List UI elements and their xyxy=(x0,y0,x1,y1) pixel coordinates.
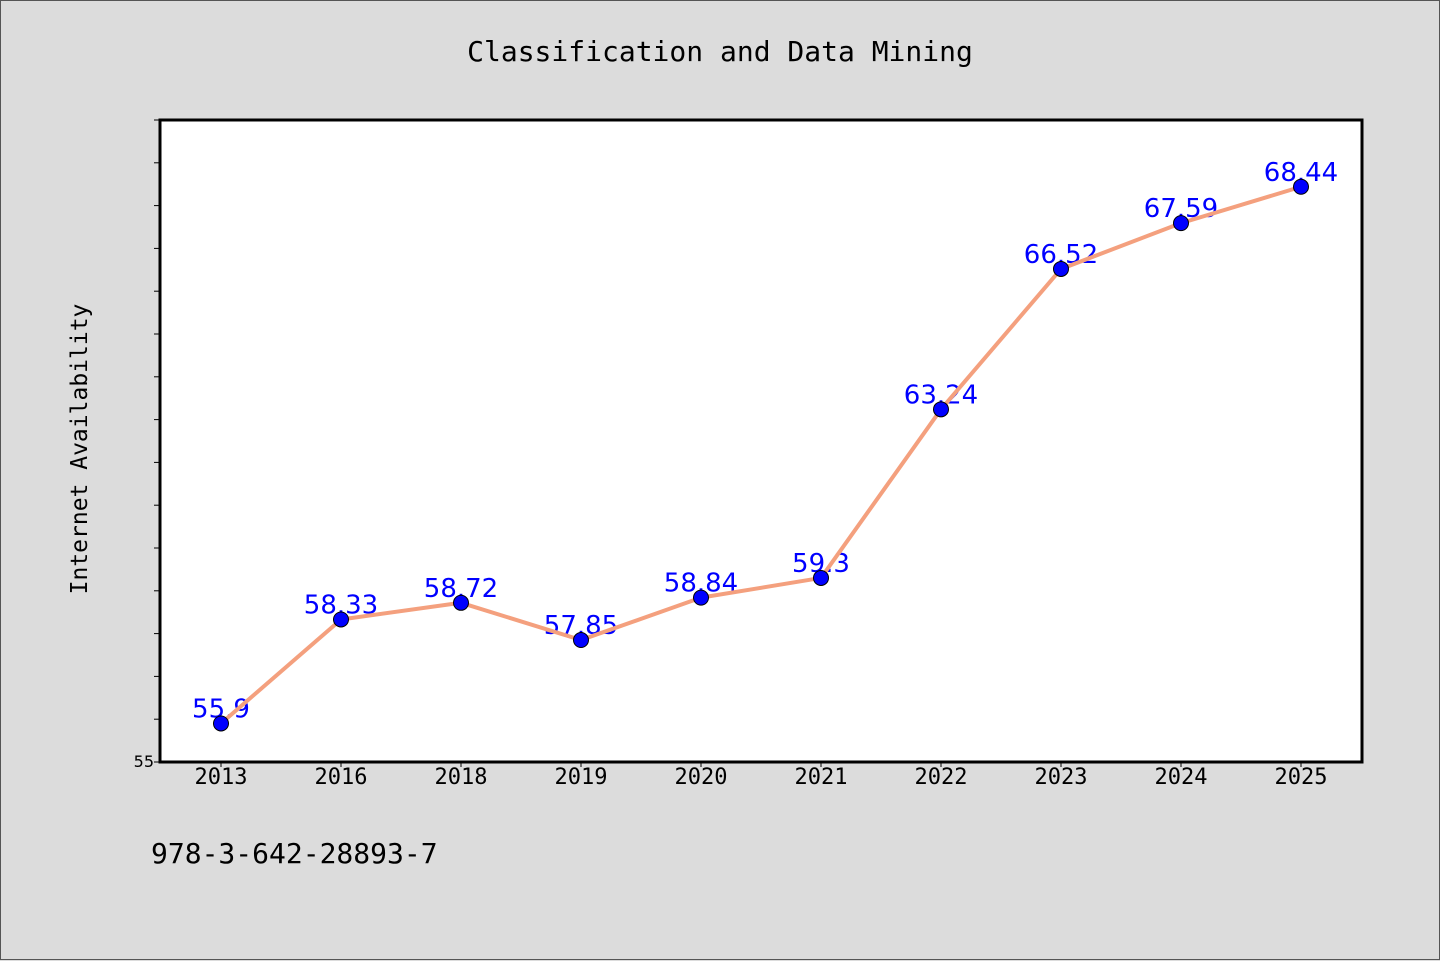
plot-area xyxy=(158,118,1364,764)
x-tick-label: 2016 xyxy=(315,765,368,790)
chart-title: Classification and Data Mining xyxy=(467,35,973,68)
data-point xyxy=(453,594,469,611)
footer-code: 978-3-642-28893-7 xyxy=(151,837,438,870)
data-point xyxy=(1173,215,1189,232)
x-tick-label: 2013 xyxy=(195,765,248,790)
y-tick-label: 55 xyxy=(134,752,154,771)
data-point xyxy=(1293,178,1309,195)
x-tick-label: 2022 xyxy=(915,765,968,790)
x-tick-label: 2018 xyxy=(435,765,488,790)
x-tick-label: 2025 xyxy=(1275,765,1328,790)
x-tick-label: 2020 xyxy=(675,765,728,790)
x-tick-label: 2019 xyxy=(555,765,608,790)
data-point xyxy=(933,401,949,418)
y-axis-label: Internet Availability xyxy=(67,304,93,595)
series-line xyxy=(219,184,1303,726)
data-point xyxy=(813,569,829,586)
x-tick-label: 2024 xyxy=(1155,765,1208,790)
data-point xyxy=(1053,260,1069,277)
x-axis-ticks: 2013 2016 2018 2019 2020 2021 2022 2023 2024 2025 xyxy=(195,762,1328,790)
data-point xyxy=(573,632,589,649)
x-tick-label: 2021 xyxy=(795,765,848,790)
x-tick-label: 2023 xyxy=(1035,765,1088,790)
y-axis-ticks: 55 xyxy=(134,119,160,771)
series-layer xyxy=(213,178,1309,732)
data-point xyxy=(333,611,349,628)
data-point xyxy=(213,715,229,732)
data-point xyxy=(693,589,709,606)
